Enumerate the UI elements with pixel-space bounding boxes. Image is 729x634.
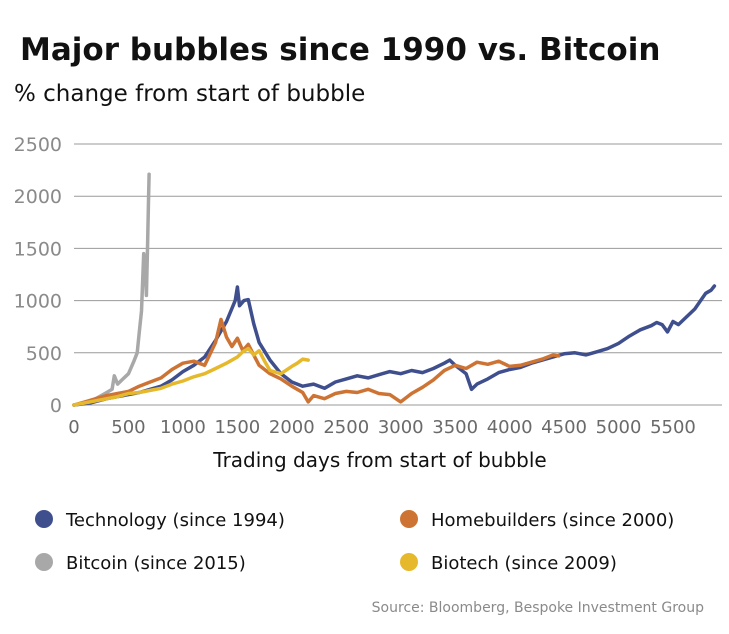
source-note: Source: Bloomberg, Bespoke Investment Gr… [372, 600, 704, 616]
legend-label: Homebuilders (since 2000) [431, 510, 674, 531]
y-tick-label: 2000 [14, 186, 62, 208]
y-tick-label: 1000 [14, 291, 62, 313]
x-tick-label: 4500 [541, 417, 587, 438]
series-line-0 [72, 284, 717, 407]
legend-swatch [35, 510, 53, 528]
x-tick-label: 5500 [650, 417, 696, 438]
y-tick-label: 500 [26, 343, 62, 365]
y-tick-label: 0 [50, 395, 62, 417]
legend-swatch [400, 510, 418, 528]
x-tick-label: 3000 [378, 417, 424, 438]
legend-label: Bitcoin (since 2015) [66, 553, 246, 574]
x-tick-label: 0 [68, 417, 79, 438]
y-tick-label: 2500 [14, 134, 62, 156]
x-tick-label: 1500 [214, 417, 260, 438]
y-tick-label: 1500 [14, 238, 62, 260]
x-tick-label: 2500 [323, 417, 369, 438]
series-lines [72, 172, 717, 407]
legend-swatch [400, 553, 418, 571]
series-line-3 [72, 346, 310, 407]
x-tick-label: 2000 [269, 417, 315, 438]
x-tick-label: 4000 [487, 417, 533, 438]
legend-swatch [35, 553, 53, 571]
x-tick-label: 1000 [160, 417, 206, 438]
series-line-2 [72, 172, 151, 407]
legend: Technology (since 1994) Homebuilders (sin… [35, 510, 674, 574]
chart-subtitle: % change from start of bubble [14, 81, 365, 107]
legend-label: Biotech (since 2009) [431, 553, 617, 574]
x-tick-label: 5000 [596, 417, 642, 438]
x-axis-ticks: 0 500 1000 1500 2000 2500 3000 3500 4000 4500 5000… [68, 417, 696, 438]
x-tick-label: 500 [111, 417, 145, 438]
legend-label: Technology (since 1994) [65, 510, 285, 531]
series-line-1 [72, 317, 561, 407]
chart-title: Major bubbles since 1990 vs. Bitcoin [20, 32, 660, 68]
grid-lines [74, 143, 722, 406]
x-axis-label: Trading days from start of bubble [212, 448, 546, 472]
y-axis-ticks: 0 500 1000 1500 2000 2500 [14, 134, 62, 417]
x-tick-label: 3500 [432, 417, 478, 438]
